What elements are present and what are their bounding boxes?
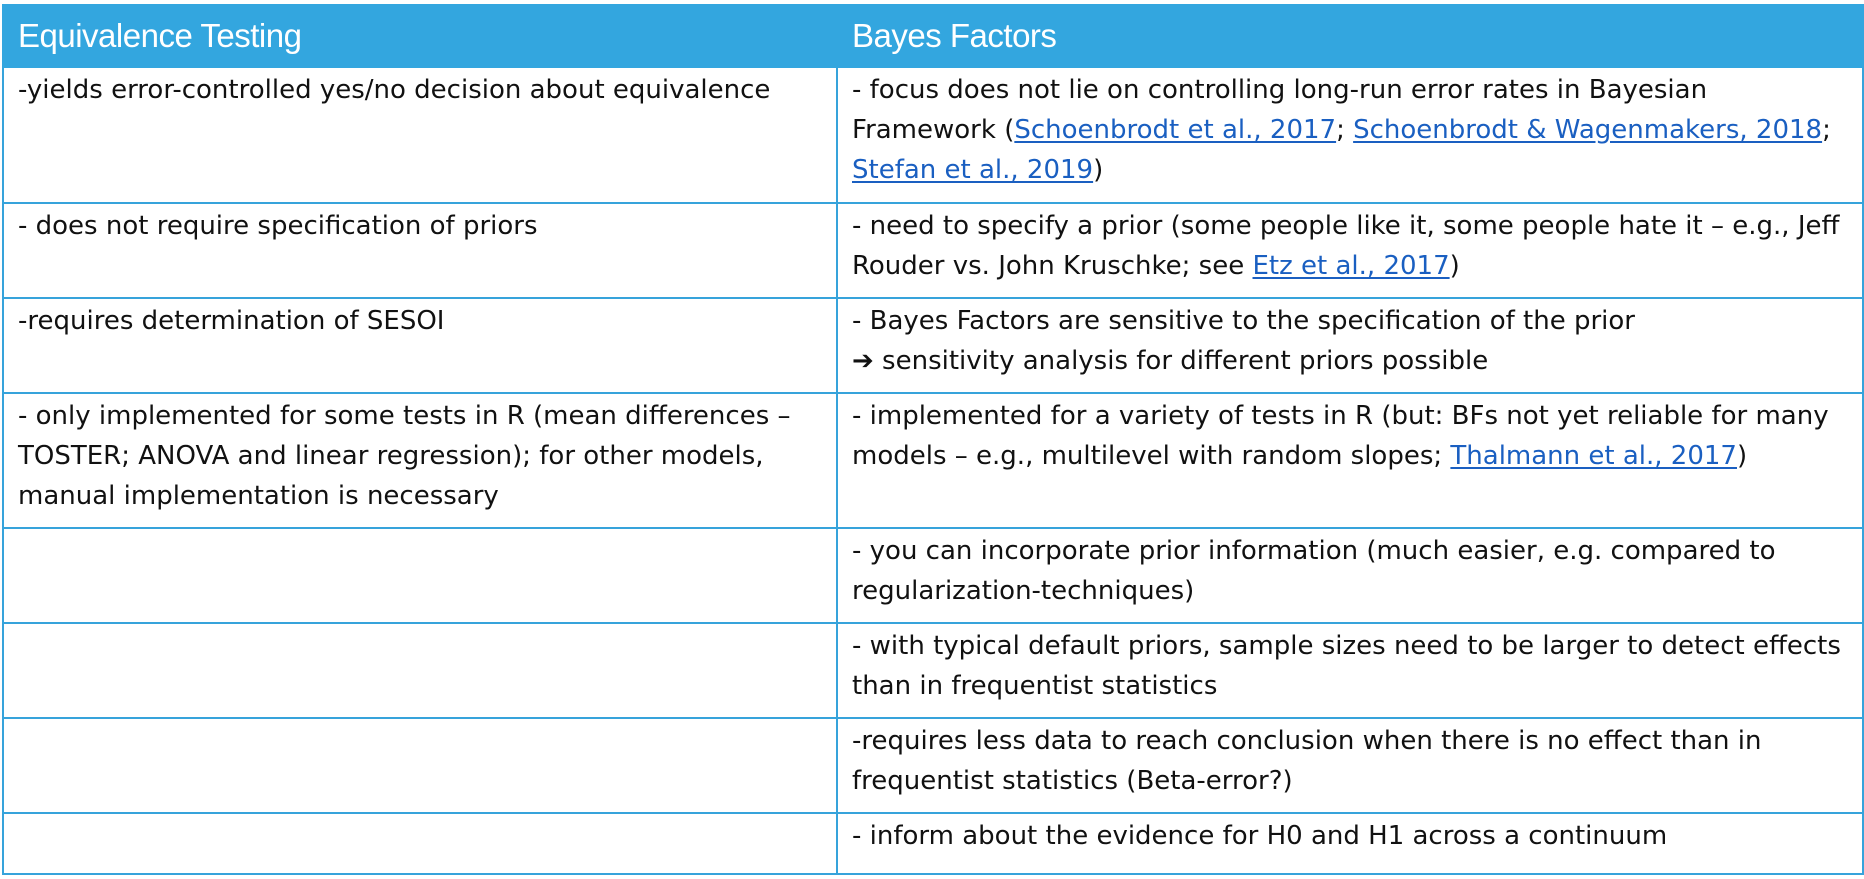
bayes-cell: - you can incorporate prior information … [836, 527, 1864, 624]
reference-link[interactable]: Etz et al., 2017 [1252, 251, 1450, 281]
cell-text: ) [1093, 155, 1104, 185]
bayes-cell: -requires less data to reach conclusion … [836, 717, 1864, 814]
equivalence-cell [2, 622, 838, 719]
bayes-cell: - focus does not lie on controlling long… [836, 66, 1864, 204]
bayes-cell: - Bayes Factors are sensitive to the spe… [836, 297, 1864, 394]
bayes-cell: - inform about the evidence for H0 and H… [836, 812, 1864, 875]
table-row: -requires determination of SESOI - Bayes… [2, 297, 1864, 394]
cell-text: ) [1736, 441, 1748, 471]
cell-text: - focus does not lie on controlling long… [852, 75, 1708, 145]
header-equivalence-testing: Equivalence Testing [2, 4, 838, 68]
equivalence-cell: - only implemented for some tests in R (… [2, 392, 838, 529]
bayes-cell: - need to specify a prior (some people l… [836, 202, 1864, 299]
equivalence-cell [2, 812, 838, 875]
comparison-table: Equivalence Testing Bayes Factors -yield… [2, 4, 1864, 875]
table-row: -requires less data to reach conclusion … [2, 717, 1864, 814]
table-row: -yields error-controlled yes/no decision… [2, 66, 1864, 204]
bayes-cell: - implemented for a variety of tests in … [836, 392, 1864, 529]
table-row: - does not require specification of prio… [2, 202, 1864, 299]
separator: ; [1822, 115, 1831, 145]
bayes-cell: - with typical default priors, sample si… [836, 622, 1864, 719]
equivalence-cell: -yields error-controlled yes/no decision… [2, 66, 838, 204]
cell-text: - Bayes Factors are sensitive to the spe… [852, 306, 1635, 336]
cell-text: - need to specify a prior (some people l… [852, 211, 1840, 281]
table-row: - you can incorporate prior information … [2, 527, 1864, 624]
header-bayes-factors: Bayes Factors [836, 4, 1864, 68]
equivalence-cell: - does not require specification of prio… [2, 202, 838, 299]
cell-text: ) [1449, 251, 1460, 281]
equivalence-cell [2, 717, 838, 814]
reference-link[interactable]: Stefan et al., 2019 [852, 155, 1094, 185]
reference-link[interactable]: Thalmann et al., 2017 [1450, 441, 1737, 471]
table-row: - with typical default priors, sample si… [2, 622, 1864, 719]
equivalence-cell [2, 527, 838, 624]
equivalence-cell: -requires determination of SESOI [2, 297, 838, 394]
table-row: - inform about the evidence for H0 and H… [2, 812, 1864, 875]
cell-text: - implemented for a variety of tests in … [852, 401, 1829, 471]
table-row: - only implemented for some tests in R (… [2, 392, 1864, 529]
cell-text: sensitivity analysis for different prior… [873, 346, 1489, 376]
arrow-icon: ➔ [852, 346, 874, 376]
reference-link[interactable]: Schoenbrodt & Wagenmakers, 2018 [1353, 115, 1823, 145]
separator: ; [1336, 115, 1354, 145]
header-row: Equivalence Testing Bayes Factors [2, 4, 1864, 68]
reference-link[interactable]: Schoenbrodt et al., 2017 [1014, 115, 1337, 145]
